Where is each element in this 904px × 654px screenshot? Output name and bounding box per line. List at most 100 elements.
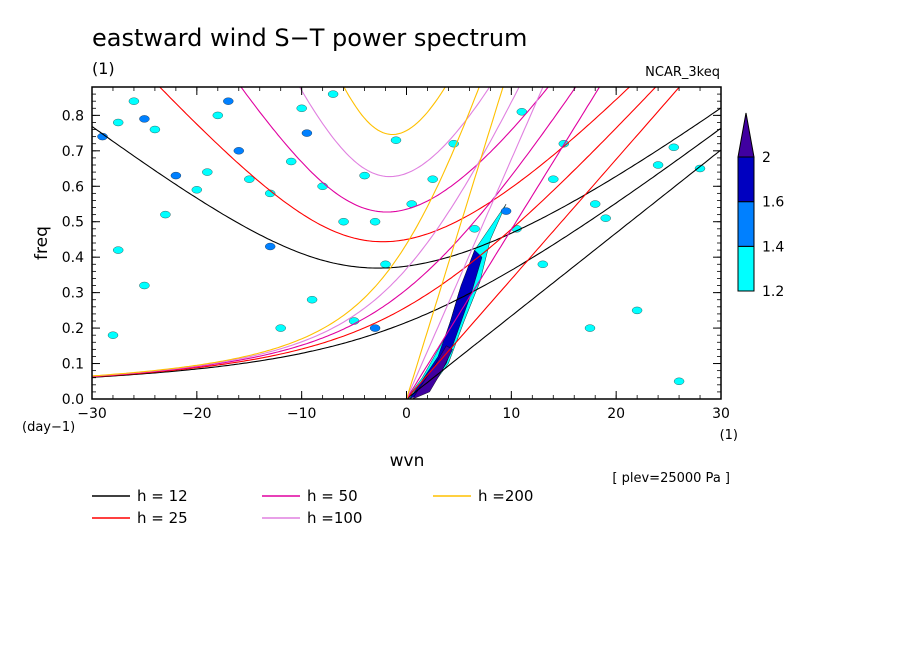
contour-spot-36 <box>516 108 527 116</box>
contour-spot-17 <box>369 218 381 226</box>
axis-ticks: −30 −20 −10 0 10 20 30 0.0 0.1 0.2 0.3 0.4 0.5 0.6 0.7… <box>62 87 730 422</box>
curve-h100-branch-2 <box>298 87 491 178</box>
colorbar-segment-1 <box>737 201 755 247</box>
contour-spot-21 <box>160 210 171 219</box>
y-tick-label: 0.2 <box>62 321 84 337</box>
x-tick-label: −20 <box>182 406 212 422</box>
curve-h50-branch-1 <box>92 87 577 377</box>
y-tick-label: 0.4 <box>62 250 84 266</box>
contour-spot-40 <box>600 214 611 222</box>
x-tick-label: 20 <box>607 406 625 422</box>
y-tick-label: 0.8 <box>62 108 84 124</box>
contour-spot-8 <box>233 147 244 155</box>
contour-spot-6 <box>202 168 213 176</box>
contour-spot-13 <box>301 129 313 137</box>
contour-spot-3 <box>139 115 150 123</box>
x-axis-label: wvn <box>390 451 425 471</box>
contour-spot-25 <box>306 296 318 304</box>
x-tick-label: −10 <box>287 406 317 422</box>
contour-spot-48 <box>212 111 223 120</box>
y-tick-label: 0.6 <box>62 179 84 195</box>
legend-label-h12: h = 12 <box>137 487 188 505</box>
x-tick-label: −30 <box>77 406 107 422</box>
curve-h200-branch-0 <box>405 87 504 399</box>
curve-h12-branch-0 <box>406 149 721 399</box>
contour-spot-24 <box>275 324 286 332</box>
contour-spot-49 <box>327 90 339 98</box>
contour-spot-46 <box>694 164 706 173</box>
contour-spot-2 <box>128 97 140 105</box>
curve-h50-branch-0 <box>406 87 601 399</box>
chart-subtitle-left: (1) <box>92 59 115 78</box>
legend-label-h25: h = 25 <box>137 509 188 527</box>
curve-h12-branch-1 <box>92 127 721 378</box>
contour-spot-42 <box>631 306 643 315</box>
curve-h25-branch-1 <box>92 87 657 378</box>
contour-spot-47 <box>537 260 548 268</box>
contour-spot-1 <box>113 118 124 127</box>
x-tick-label: 10 <box>502 406 520 422</box>
chart-subtitle-right: NCAR_3keq <box>645 65 720 80</box>
contour-spot-29 <box>107 331 119 339</box>
y-tick-label: 0.0 <box>62 392 84 408</box>
curve-h200-branch-2 <box>343 87 446 136</box>
y-tick-label: 0.7 <box>62 144 84 160</box>
contour-spot-28 <box>139 281 150 290</box>
curve-h200-branch-1 <box>92 87 480 377</box>
curve-h25-branch-2 <box>158 87 631 243</box>
legend-label-h100: h =100 <box>307 509 362 527</box>
curve-h25-branch-0 <box>406 87 681 399</box>
contour-spot-7 <box>223 97 234 105</box>
colorbar-segment-2 <box>737 156 755 203</box>
legend-label-h50: h = 50 <box>307 487 358 505</box>
curve-h100-branch-0 <box>405 87 544 399</box>
x-tick-label: 0 <box>402 406 411 422</box>
x-tick-label: 30 <box>712 406 730 422</box>
contour-spot-33 <box>469 225 480 233</box>
legend-label-h200: h =200 <box>478 487 533 505</box>
colorbar-label: 1.6 <box>762 195 784 211</box>
y-axis-label: freq <box>32 226 52 260</box>
chart-title: eastward wind S−T power spectrum <box>92 24 527 52</box>
contour-spot-12 <box>296 104 307 112</box>
colorbar: 1.2 1.4 1.6 2 <box>737 112 784 300</box>
contour-spot-4 <box>149 125 161 134</box>
contour-spot-41 <box>584 324 596 332</box>
y-axis-unit: (day−1) <box>22 420 75 435</box>
curve-h100-branch-1 <box>92 87 520 377</box>
curve-h12-branch-2 <box>92 107 721 269</box>
contour-spot-19 <box>390 136 402 144</box>
curve-h50-branch-2 <box>240 87 549 213</box>
colorbar-segment-0 <box>737 245 755 292</box>
colorbar-label: 2 <box>762 150 771 166</box>
contour-spot-38 <box>558 140 569 148</box>
contour-spot-11 <box>286 157 297 166</box>
contour-spot-31 <box>427 175 438 183</box>
contour-spot-27 <box>369 324 381 332</box>
x-axis-unit: (1) <box>720 428 738 443</box>
contour-spot-16 <box>359 171 370 180</box>
filled-contours <box>97 90 706 399</box>
contour-spot-10 <box>265 189 276 198</box>
y-tick-label: 0.5 <box>62 215 84 231</box>
y-tick-label: 0.3 <box>62 286 84 302</box>
contour-spot-45 <box>673 377 685 385</box>
contour-spot-0 <box>97 132 108 141</box>
contour-spot-39 <box>590 200 601 208</box>
contour-spot-44 <box>668 143 679 151</box>
contour-spot-22 <box>191 186 202 194</box>
contour-spot-15 <box>338 218 349 226</box>
contour-spot-20 <box>113 246 124 254</box>
colorbar-extend-triangle <box>737 112 755 158</box>
plot-frame <box>91 86 722 400</box>
contour-spot-9 <box>244 175 255 183</box>
contour-spot-18 <box>380 260 391 268</box>
contour-spot-34 <box>500 207 512 215</box>
contour-spot-5 <box>170 171 182 180</box>
contour-spot-43 <box>652 161 664 169</box>
plev-note: [ plev=25000 Pa ] <box>612 471 730 486</box>
contour-spot-37 <box>548 175 559 183</box>
colorbar-label: 1.4 <box>762 239 784 255</box>
colorbar-label: 1.2 <box>762 284 784 300</box>
